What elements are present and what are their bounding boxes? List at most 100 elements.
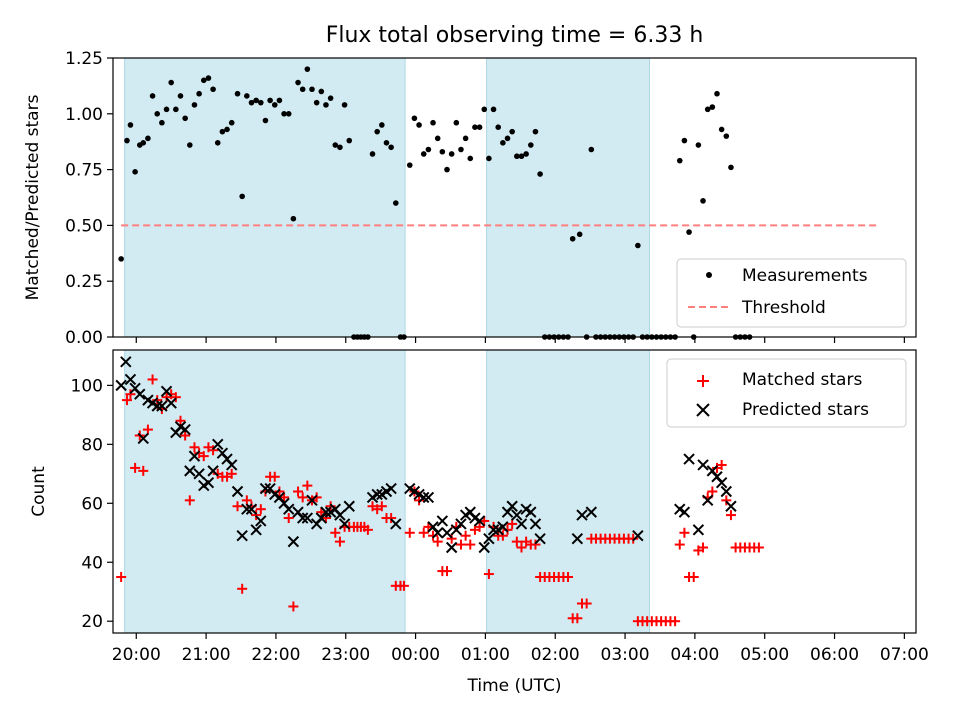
predicted-point [193,468,205,480]
measurement-point [228,119,235,126]
y-tick-label: 40 [81,553,103,573]
measurement-point [318,88,325,95]
measurement-point [495,124,502,130]
measurement-point [532,128,539,135]
predicted-point [301,512,314,524]
predicted-point [683,453,695,465]
measurement-point [490,106,497,113]
matched-point [414,495,425,506]
measurement-point [224,126,230,133]
matched-point [516,542,527,553]
predicted-point [422,491,435,504]
y-tick-label: 20 [81,612,103,632]
predicted-point [497,521,509,533]
measurement-point [518,153,525,160]
matched-point [376,501,387,512]
matched-point [325,501,336,512]
matched-point [428,530,439,541]
matched-point [721,495,732,506]
matched-point [442,566,453,577]
predicted-point [511,509,523,521]
x-tick-label: 05:00 [740,645,789,665]
predicted-point [487,524,500,536]
measurement-point [686,229,692,235]
x-tick-label: 06:00 [810,645,859,665]
predicted-point [529,518,542,530]
x-tick-label: 20:00 [112,645,161,665]
matched-point [116,571,127,582]
top-y-ticks: 0.00 0.25 0.50 0.75 1.00 1.25 [65,49,113,348]
bottom-y-axis-label: Count [29,466,49,517]
predicted-point [445,541,458,554]
predicted-point [441,527,453,539]
measurement-point [458,146,464,153]
predicted-point [188,450,201,462]
measurement-point [276,97,283,104]
measurement-point [462,135,469,142]
measurement-point [323,102,329,108]
predicted-point [283,503,295,515]
predicted-point [334,509,346,521]
matched-point [293,486,304,497]
measurement-point [392,200,399,206]
measurement-point [341,102,348,108]
matched-point [502,524,513,535]
matched-point [679,527,690,538]
predicted-point [371,488,383,501]
y-tick-label: 0.00 [65,328,103,348]
measurement-point [177,93,184,99]
measurement-point [327,95,334,101]
measurement-point [253,97,259,104]
measurement-point [383,140,390,146]
predicted-point [241,503,253,515]
predicted-point [184,465,196,477]
predicted-point [165,397,177,409]
matched-point [302,480,313,491]
predicted-point [576,509,588,521]
x-tick-label: 01:00 [461,645,510,665]
measurement-point [244,93,250,99]
matched-point [226,468,237,479]
measurement-point [537,171,543,177]
measurement-point [285,111,292,117]
predicted-point [115,379,127,392]
matched-point [460,530,471,541]
matched-point [563,571,574,582]
ratio-panel: 0.00 0.25 0.50 0.75 1.00 1.25 Matched/Predict… [23,49,917,348]
matched-point [688,571,699,582]
matched-point [530,539,541,550]
predicted-point [255,515,267,527]
measurement-point [257,99,264,106]
predicted-point [236,530,248,542]
legend-matched-label: Matched stars [742,370,862,390]
legend-threshold-label: Threshold [741,298,826,318]
x-tick-label: 04:00 [670,645,719,665]
measurement-point [200,77,207,84]
measurement-point [271,102,278,108]
measurement-point [124,137,130,144]
predicted-point [296,512,309,524]
measurement-point [486,155,492,162]
y-tick-label: 0.25 [65,272,103,292]
measurement-point [430,119,436,126]
top-shaded-intervals [124,57,650,338]
measurement-point [476,124,483,130]
matched-point [386,513,397,524]
matched-point [753,542,764,553]
measurement-point [295,79,301,86]
matched-point [628,533,639,544]
measurement-point [239,193,245,200]
measurement-point [309,86,315,93]
predicted-point [120,356,132,368]
measurement-point [728,164,734,171]
predicted-point [320,506,332,518]
predicted-point [632,530,644,542]
x-axis-label: Time (UTC) [467,676,562,696]
measurement-point [514,153,520,160]
shaded-interval [486,57,650,338]
measurement-point [182,115,188,122]
measurement-point [388,144,394,151]
measurement-point [248,99,255,106]
measurement-point [472,124,478,130]
measurement-point [448,151,455,157]
